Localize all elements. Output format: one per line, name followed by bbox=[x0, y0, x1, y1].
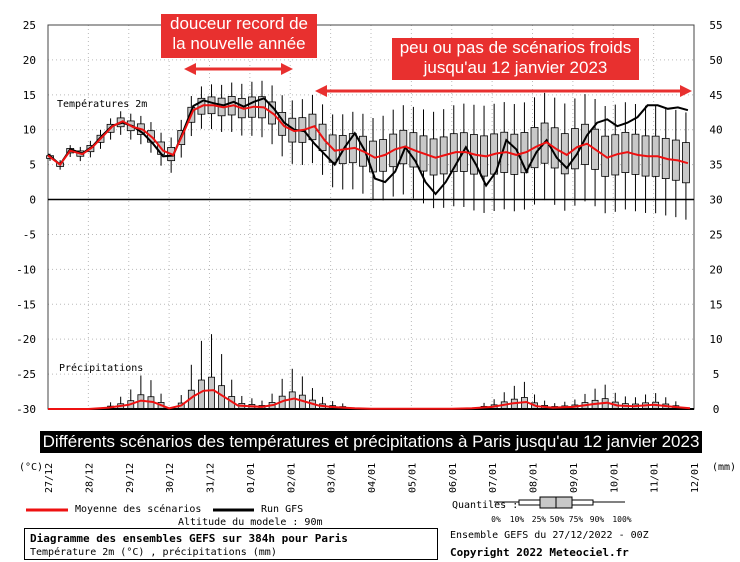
y-right-tick-label: 40 bbox=[709, 124, 722, 137]
temp-mean-line bbox=[47, 104, 689, 167]
x-tick-label: 04/01 bbox=[367, 463, 378, 493]
x-tick-label: 06/01 bbox=[448, 463, 459, 493]
x-tick-label: 09/01 bbox=[569, 463, 580, 493]
precipitation-section-label: Précipitations bbox=[59, 363, 144, 374]
quantile-glyph-box-high bbox=[555, 496, 573, 509]
info-box bbox=[24, 528, 438, 560]
y-left-tick-label: 5 bbox=[29, 159, 36, 172]
x-tick-label: 07/01 bbox=[488, 463, 499, 493]
title-banner: Différents scénarios des températures et… bbox=[40, 431, 702, 453]
ensemble-date: Ensemble GEFS du 27/12/2022 - 00Z bbox=[450, 530, 649, 541]
quantiles-label: Quantiles : bbox=[452, 500, 519, 511]
precip-box bbox=[208, 376, 215, 410]
x-tick-label: 08/01 bbox=[529, 463, 540, 493]
annotation-cold-line2: jusqu'au 12 janvier 2023 bbox=[423, 58, 608, 77]
y-right-tick-label: 20 bbox=[709, 263, 722, 276]
legend-mean-label: Moyenne des scénarios bbox=[75, 504, 202, 515]
right-unit-label: (mm) bbox=[712, 462, 737, 473]
annotation-record-line1: douceur record de bbox=[170, 14, 308, 33]
y-left-tick-label: -15 bbox=[16, 298, 36, 311]
quantile-tick-label: 90% bbox=[590, 515, 605, 524]
y-left-tick-label: 25 bbox=[23, 19, 36, 32]
temperature-section-label: Températures 2m bbox=[57, 99, 148, 110]
quantile-glyph-box-low bbox=[539, 496, 557, 509]
y-right-tick-label: 15 bbox=[709, 298, 722, 311]
y-right-tick-label: 55 bbox=[709, 19, 722, 32]
y-right-tick-label: 35 bbox=[709, 159, 722, 172]
y-right-tick-label: 45 bbox=[709, 89, 722, 102]
x-tick-label: 30/12 bbox=[165, 463, 176, 493]
y-right-tick-label: 5 bbox=[713, 368, 720, 381]
y-left-tick-label: -5 bbox=[23, 228, 36, 241]
quantile-tick-label: 75% bbox=[569, 515, 584, 524]
left-unit-label: (°C) bbox=[19, 462, 44, 473]
x-tick-label: 11/01 bbox=[650, 463, 661, 493]
arrow-no-cold-period-head-left bbox=[315, 85, 327, 97]
x-tick-label: 28/12 bbox=[84, 463, 95, 493]
y-left-tick-label: -25 bbox=[16, 368, 36, 381]
x-tick-label: 03/01 bbox=[327, 463, 338, 493]
footer-title: Diagramme des ensembles GEFS sur 384h po… bbox=[30, 532, 348, 545]
y-right-tick-label: 30 bbox=[709, 194, 722, 207]
y-left-tick-label: 15 bbox=[23, 89, 36, 102]
altitude-label: Altitude du modele : 90m bbox=[178, 517, 323, 528]
x-tick-label: 01/01 bbox=[246, 463, 257, 493]
annotation-record-line2: la nouvelle année bbox=[172, 34, 306, 53]
legend-run-label: Run GFS bbox=[261, 504, 304, 515]
annotation-record-warmth: douceur record de la nouvelle année bbox=[161, 14, 317, 58]
y-left-tick-label: -10 bbox=[16, 263, 36, 276]
y-left-tick-label: 0 bbox=[29, 194, 36, 207]
x-tick-label: 10/01 bbox=[609, 463, 620, 493]
quantile-tick-label: 100% bbox=[612, 515, 631, 524]
quantile-tick-label: 0% bbox=[491, 515, 501, 524]
annotation-cold-line1: peu ou pas de scénarios froids bbox=[399, 38, 632, 57]
precip-box bbox=[288, 391, 296, 410]
x-tick-label: 05/01 bbox=[407, 463, 418, 493]
y-left-tick-label: 20 bbox=[23, 54, 36, 67]
precip-box bbox=[198, 379, 205, 410]
quantile-glyph-inner-right bbox=[571, 499, 594, 506]
copyright: Copyright 2022 Meteociel.fr bbox=[450, 546, 629, 559]
quantile-tick-label: 50% bbox=[550, 515, 565, 524]
y-right-tick-label: 50 bbox=[709, 54, 722, 67]
y-left-tick-label: -20 bbox=[16, 333, 36, 346]
precip-mean-line bbox=[48, 389, 691, 410]
y-left-tick-label: 10 bbox=[23, 124, 36, 137]
y-right-tick-label: 0 bbox=[713, 403, 720, 416]
x-tick-label: 29/12 bbox=[125, 463, 136, 493]
quantile-tick-label: 10% bbox=[510, 515, 525, 524]
arrow-no-cold-period-head-right bbox=[680, 85, 692, 97]
y-left-tick-label: -30 bbox=[16, 403, 36, 416]
arrow-record-period-head-left bbox=[184, 63, 196, 75]
y-right-tick-label: 10 bbox=[709, 333, 722, 346]
quantile-tick-label: 25% bbox=[532, 515, 547, 524]
footer-subtitle: Température 2m (°C) , précipitations (mm… bbox=[30, 547, 277, 558]
x-tick-label: 31/12 bbox=[206, 463, 217, 493]
arrow-record-period-head-right bbox=[281, 63, 293, 75]
y-right-tick-label: 25 bbox=[709, 228, 722, 241]
x-tick-label: 27/12 bbox=[44, 463, 55, 493]
x-tick-label: 02/01 bbox=[286, 463, 297, 493]
annotation-no-cold: peu ou pas de scénarios froids jusqu'au … bbox=[392, 38, 639, 80]
x-tick-label: 12/01 bbox=[690, 463, 701, 493]
quantile-glyph-inner-left bbox=[518, 499, 541, 506]
